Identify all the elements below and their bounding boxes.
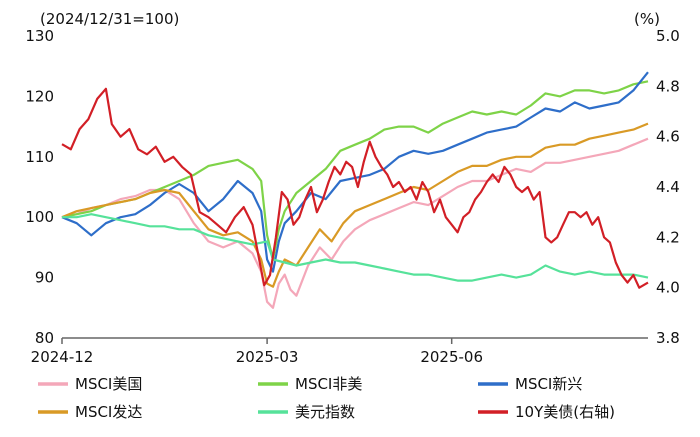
left-tick-label: 130 <box>25 27 54 45</box>
legend-label: MSCI美国 <box>75 375 142 393</box>
right-unit-label: (%) <box>634 10 660 28</box>
legend-label: 10Y美债(右轴) <box>515 403 615 421</box>
x-axis-ticks: 2024-12 2025-03 2025-06 <box>31 338 483 366</box>
right-axis-ticks: 3.8 4.0 4.2 4.4 4.6 4.8 5.0 <box>656 27 680 347</box>
right-tick-label: 4.6 <box>656 128 680 146</box>
series-line-3 <box>61 122 649 288</box>
legend: MSCI美国 MSCI非美 MSCI新兴 MSCI发达 美元指数 10Y美债(右轴) <box>38 375 615 421</box>
series-line-4 <box>62 213 649 282</box>
series-line-5 <box>61 87 649 289</box>
legend-label: MSCI非美 <box>295 375 362 393</box>
left-tick-label: 80 <box>35 329 54 347</box>
right-tick-label: 4.8 <box>656 77 680 95</box>
right-tick-label: 5.0 <box>656 27 680 45</box>
legend-label: MSCI新兴 <box>515 375 582 393</box>
left-unit-label: (2024/12/31=100) <box>40 10 179 28</box>
legend-label: MSCI发达 <box>75 403 142 421</box>
x-tick-label: 2025-03 <box>236 348 299 366</box>
right-tick-label: 4.4 <box>656 178 680 196</box>
right-tick-label: 4.2 <box>656 228 680 246</box>
left-tick-label: 120 <box>25 87 54 105</box>
series-line-0 <box>61 137 649 309</box>
left-tick-label: 100 <box>25 208 54 226</box>
plot-lines <box>61 71 649 309</box>
left-tick-label: 90 <box>35 269 54 287</box>
series-line-1 <box>61 80 649 261</box>
right-tick-label: 3.8 <box>656 329 680 347</box>
left-axis-ticks: 80 90 100 110 120 130 <box>25 27 54 347</box>
x-tick-label: 2024-12 <box>31 348 94 366</box>
left-tick-label: 110 <box>25 148 54 166</box>
right-tick-label: 4.0 <box>656 279 680 297</box>
legend-label: 美元指数 <box>295 403 355 421</box>
series-line-2 <box>61 71 649 273</box>
x-tick-label: 2025-06 <box>420 348 483 366</box>
